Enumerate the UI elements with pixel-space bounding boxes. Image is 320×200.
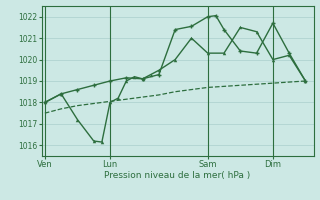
X-axis label: Pression niveau de la mer( hPa ): Pression niveau de la mer( hPa ) xyxy=(104,171,251,180)
